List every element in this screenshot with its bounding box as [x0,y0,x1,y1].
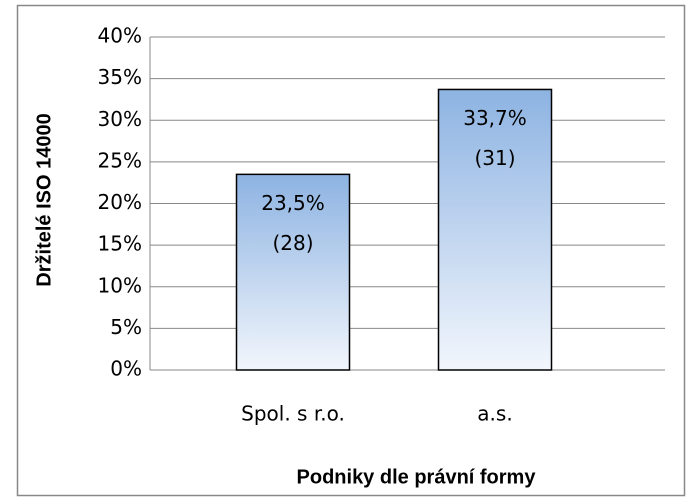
value-label: 23,5% [261,191,325,215]
value-label: 33,7% [463,106,527,130]
y-tick-label: 15% [98,232,142,256]
y-tick-label: 5% [110,315,142,339]
x-tick-label: a.s. [477,402,512,426]
y-axis-title: Držitelé ISO 14000 [33,113,55,286]
y-tick-label: 25% [98,148,142,172]
y-tick-label: 10% [98,273,142,297]
y-tick-label: 35% [98,65,142,89]
bar [235,173,351,371]
y-tick-label: 0% [110,357,142,381]
chart-border [16,4,686,497]
count-label: (31) [474,146,515,170]
y-tick-label: 20% [98,190,142,214]
x-axis-title: Podniky dle právní formy [297,466,537,488]
bar [437,88,553,371]
x-tick-label: Spol. s r.o. [241,402,345,426]
count-label: (28) [272,231,313,255]
y-tick-label: 40% [98,24,142,48]
y-tick-label: 30% [98,107,142,131]
